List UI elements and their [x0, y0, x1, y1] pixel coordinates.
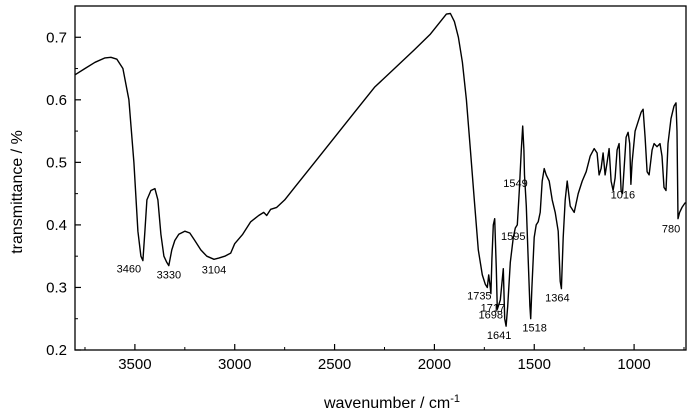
x-axis-title: wavenumber / cm-1	[323, 393, 460, 412]
peak-label-1549: 1549	[503, 178, 527, 190]
peak-label-1016: 1016	[611, 189, 635, 201]
spectrum-line-0	[74, 12, 686, 327]
y-tick-label: 0.5	[46, 154, 67, 171]
peak-label-3330: 3330	[157, 270, 181, 282]
x-tick-label: 2000	[418, 356, 451, 373]
peak-label-1518: 1518	[522, 323, 546, 335]
peak-label-1698: 1698	[478, 310, 502, 322]
x-tick-label: 1500	[518, 356, 551, 373]
peak-label-3460: 3460	[117, 264, 141, 276]
x-tick-label: 1000	[617, 356, 650, 373]
series-layer	[74, 12, 686, 327]
x-tick-label: 3500	[118, 356, 151, 373]
y-tick-label: 0.2	[46, 342, 67, 359]
y-axis-title: transmittance / %	[9, 130, 26, 254]
peak-label-1364: 1364	[545, 293, 569, 305]
y-axis: 0.2 0.3 0.4 0.5 0.6 0.7	[46, 29, 81, 359]
x-axis-title-text: wavenumber / cm	[323, 395, 450, 412]
plot-area	[74, 5, 687, 351]
peak-label-1595: 1595	[501, 231, 525, 243]
x-axis: 3500 3000 2500 2000 1500 1000	[84, 344, 685, 373]
x-axis-title-superscript: -1	[450, 393, 460, 405]
y-tick-label: 0.3	[46, 279, 67, 296]
y-tick-label: 0.7	[46, 29, 67, 46]
plot-border	[74, 5, 687, 351]
peak-label-1717: 1717	[481, 303, 505, 315]
y-tick-label: 0.6	[46, 92, 67, 109]
peak-label-1641: 1641	[487, 330, 511, 342]
x-tick-label: 2500	[318, 356, 351, 373]
peak-label-780: 780	[662, 224, 680, 236]
peak-label-1735: 1735	[467, 290, 491, 302]
peak-label-3104: 3104	[202, 264, 226, 276]
x-tick-label: 3000	[218, 356, 251, 373]
y-tick-label: 0.4	[46, 217, 67, 234]
